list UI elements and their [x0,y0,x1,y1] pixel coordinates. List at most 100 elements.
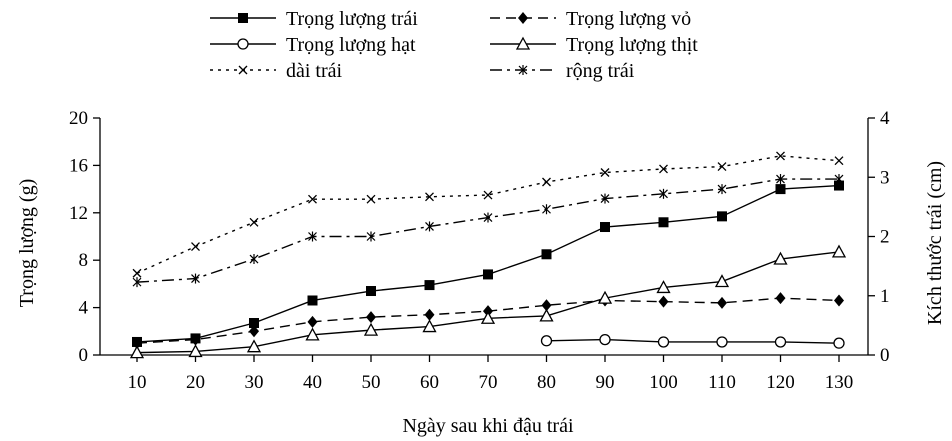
series-1-point [483,269,493,280]
legend-item: Trọng lượng trái [210,8,418,30]
series-3-point [599,333,611,346]
y2-tick-label: 2 [880,227,890,248]
x-tick-label: 70 [479,372,498,393]
series-4-point [305,327,320,341]
legend: Trọng lượng trái Trọng lượng vỏ Trọng lượn… [210,8,698,82]
y-axis-title: Trọng lượng (g) [16,179,38,307]
series-2-point [541,299,552,312]
series-5-point [132,268,142,278]
series-2-point [717,296,727,309]
series-5-point [717,162,727,172]
series-6-point [249,254,259,265]
series-6-point [776,174,785,185]
series-4-point [246,339,262,353]
series-4-point [597,290,613,304]
series-5-point [776,151,785,161]
series-3-point [774,336,787,348]
y2-tick-label: 1 [880,286,890,307]
y2-axis-title: Kích thước trái (cm) [924,161,946,325]
series-1-point [775,184,786,195]
series-3-point [833,337,845,349]
series-5-point-stroke [425,192,434,202]
series-4-point [480,310,496,324]
legend-swatch-marker [518,12,528,24]
legend-label: Trọng lượng hạt [286,34,416,56]
series-4-point [129,345,145,359]
series-6-point [659,188,668,199]
x-tick-label: 20 [186,372,205,393]
series-5-point [425,192,434,202]
legend-swatch-marker [518,65,528,75]
legend-item: Trọng lượng vỏ [490,8,691,30]
legend-label: Trọng lượng thịt [566,34,698,56]
series-1-point [717,211,727,222]
series-2-point [424,308,435,321]
series-1-point [600,222,610,233]
series-2-point [307,315,318,328]
series-5-point-stroke [249,217,259,227]
series-5-point-stroke [717,162,727,172]
y-tick-label: 0 [79,345,89,366]
series-4-point [773,251,788,265]
series-4-point [714,274,730,288]
legend-swatch-marker [238,65,248,75]
series-5-point-stroke [834,156,844,166]
series-4-point [656,280,671,294]
y-tick-label: 4 [79,298,89,319]
series-2-point [366,311,376,324]
legend-label: rộng trái [566,60,635,82]
series-5-point [834,156,844,166]
x-tick-label: 60 [420,372,439,393]
series-1-point [307,295,318,306]
series-5-point-stroke [366,194,376,204]
legend-label: Trọng lượng vỏ [566,8,691,30]
series-6-point [132,277,142,288]
series-5-point-stroke [483,190,493,200]
series-1-point [366,286,376,297]
series-3-point [716,336,728,348]
series-1-point [541,249,552,260]
series-5-point [659,164,668,174]
series-5-point-stroke [132,268,142,278]
series-5-point [308,194,317,204]
series-2-point [190,333,201,346]
legend-swatch-marker [515,36,531,50]
series-6-point [308,231,317,242]
series-4-point [188,344,203,358]
series-2-point [834,294,844,307]
series-6-point [483,212,493,223]
x-tick-label: 40 [303,372,322,393]
x-tick-label: 130 [825,372,854,393]
legend-label: Trọng lượng trái [286,8,418,30]
series-2-point [775,292,786,305]
series-2-point [132,337,142,350]
series-3-point [657,336,670,348]
series-5-point-stroke [600,168,610,177]
x-tick-label: 30 [245,372,264,393]
series-5-point-stroke [776,151,785,161]
legend-item: rộng trái [490,60,635,82]
x-tick-label: 100 [649,372,678,393]
series-3-point [540,335,553,347]
x-tick-label: 90 [596,372,615,393]
series-4-point [831,244,847,258]
y-tick-label: 12 [69,203,88,224]
x-tick-label: 120 [766,372,795,393]
series-5-point-stroke [542,177,551,187]
series-5-point [366,194,376,204]
series-6-point [542,204,551,215]
series-5-point [483,190,493,200]
x-axis-title: Ngày sau khi đậu trái [402,415,574,437]
series-6-point [191,273,200,284]
series-2-point [658,295,669,308]
legend-item: Trọng lượng hạt [210,34,416,56]
series-1-point [249,318,259,329]
y2-tick-label: 4 [880,108,890,129]
series-1-point [424,280,435,291]
series-5-point [542,177,551,187]
series-6-point [425,221,434,232]
x-tick-label: 110 [708,372,736,393]
x-tick-label: 50 [362,372,381,393]
legend-swatch-marker [238,13,248,23]
